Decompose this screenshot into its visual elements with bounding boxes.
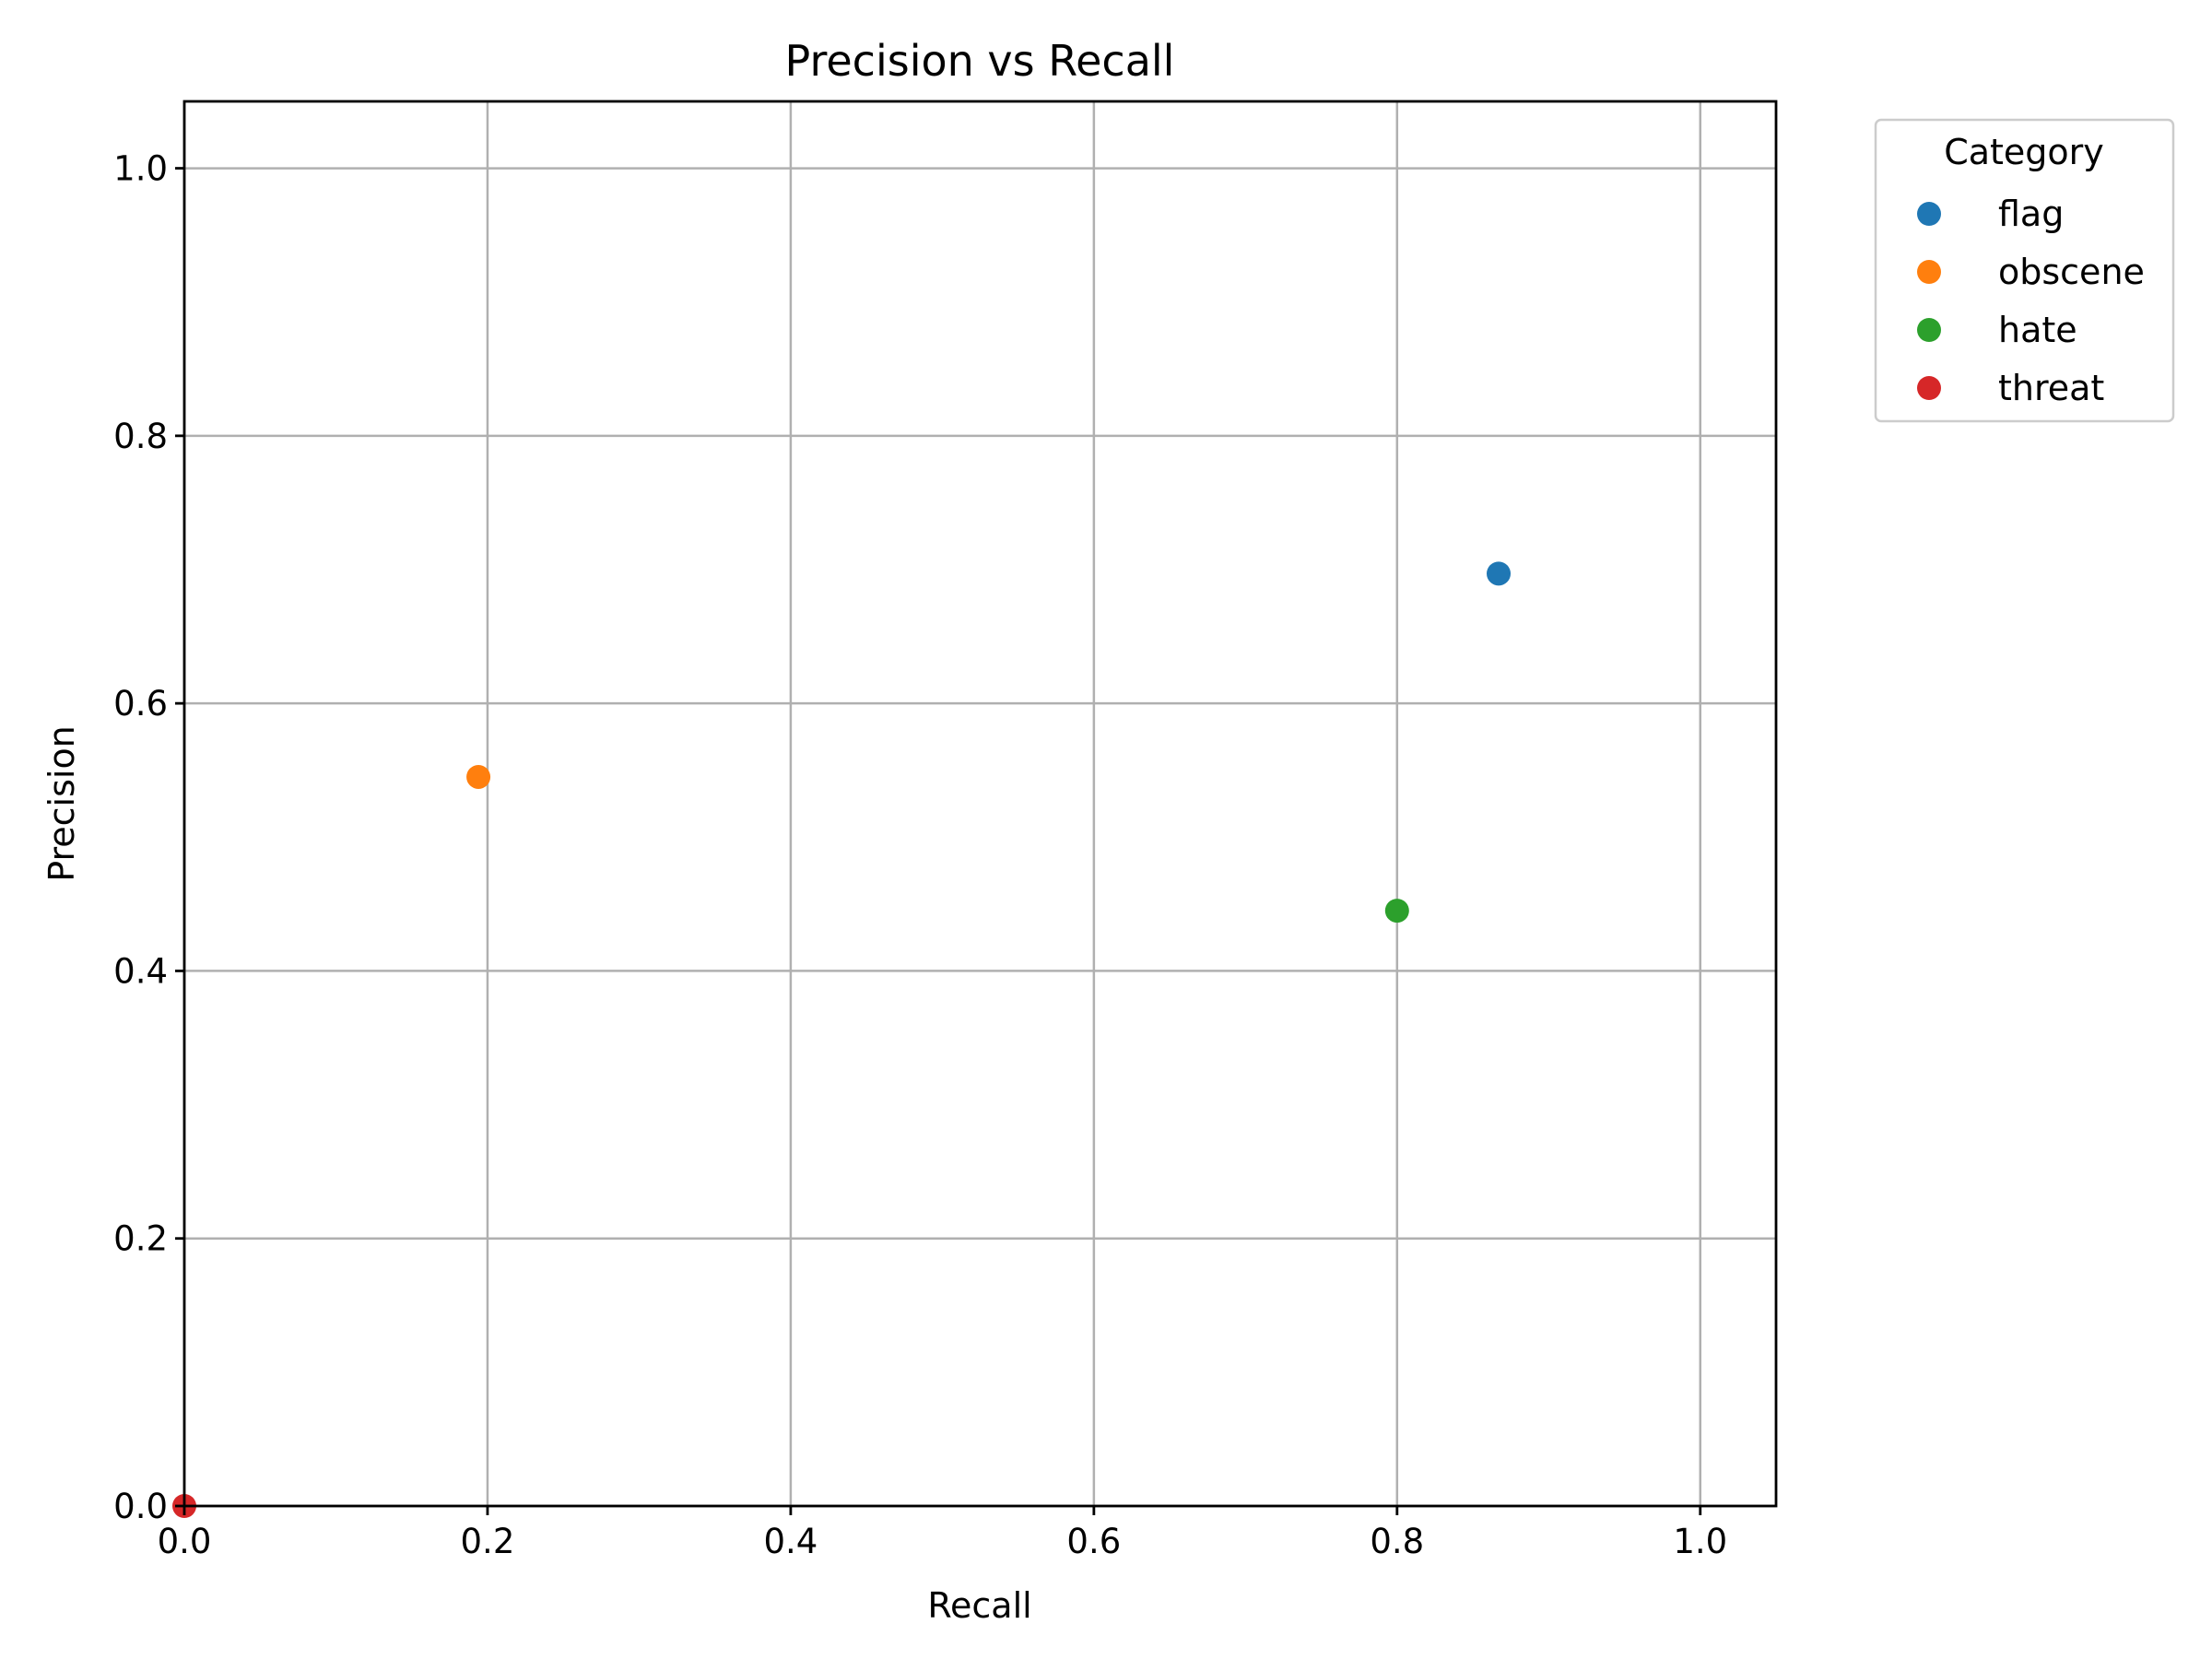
chart-title: Precision vs Recall: [785, 36, 1175, 86]
x-tick-label: 0.2: [461, 1522, 515, 1561]
y-tick-label: 0.6: [113, 684, 168, 724]
x-tick-label: 0.4: [763, 1522, 818, 1561]
x-axis-ticks: 0.0 0.2 0.4 0.6 0.8 1.0: [158, 1506, 1727, 1561]
data-point-hate: [1384, 899, 1409, 924]
data-point-obscene: [466, 764, 491, 789]
legend-label: hate: [1998, 310, 2077, 350]
legend-title: Category: [1944, 132, 2104, 172]
legend-marker: [1917, 260, 1941, 284]
legend-entry-threat: threat: [1917, 368, 2104, 408]
data-point-flag: [1487, 561, 1512, 586]
x-tick-label: 1.0: [1673, 1522, 1727, 1561]
y-axis-label: Precision: [41, 725, 82, 882]
y-tick-label: 0.2: [113, 1219, 168, 1259]
y-tick-label: 0.8: [113, 417, 168, 456]
x-tick-label: 0.0: [158, 1522, 212, 1561]
y-axis-ticks: 0.0 0.2 0.4 0.6 0.8 1.0: [113, 149, 184, 1526]
legend-label: flag: [1998, 194, 2064, 234]
legend-entry-obscene: obscene: [1917, 252, 2145, 292]
legend-marker: [1917, 376, 1941, 400]
legend-entries: flag obscene hate threat: [1917, 194, 2145, 408]
y-tick-label: 0.0: [113, 1487, 168, 1526]
legend: Category flag obscene hate threat: [1874, 118, 2175, 423]
grid-lines: [182, 101, 1776, 1508]
legend-entry-flag: flag: [1917, 194, 2064, 234]
legend-marker: [1917, 318, 1941, 342]
x-axis-label: Recall: [927, 1585, 1031, 1626]
legend-label: obscene: [1998, 252, 2145, 292]
legend-entry-hate: hate: [1917, 310, 2077, 350]
plot-area-frame: [182, 100, 1778, 1508]
x-tick-label: 0.6: [1066, 1522, 1121, 1561]
legend-label: threat: [1998, 368, 2104, 408]
legend-marker: [1917, 202, 1941, 226]
y-tick-label: 1.0: [113, 149, 168, 189]
y-tick-label: 0.4: [113, 951, 168, 991]
legend-box: [1874, 118, 2175, 423]
x-tick-label: 0.8: [1370, 1522, 1424, 1561]
